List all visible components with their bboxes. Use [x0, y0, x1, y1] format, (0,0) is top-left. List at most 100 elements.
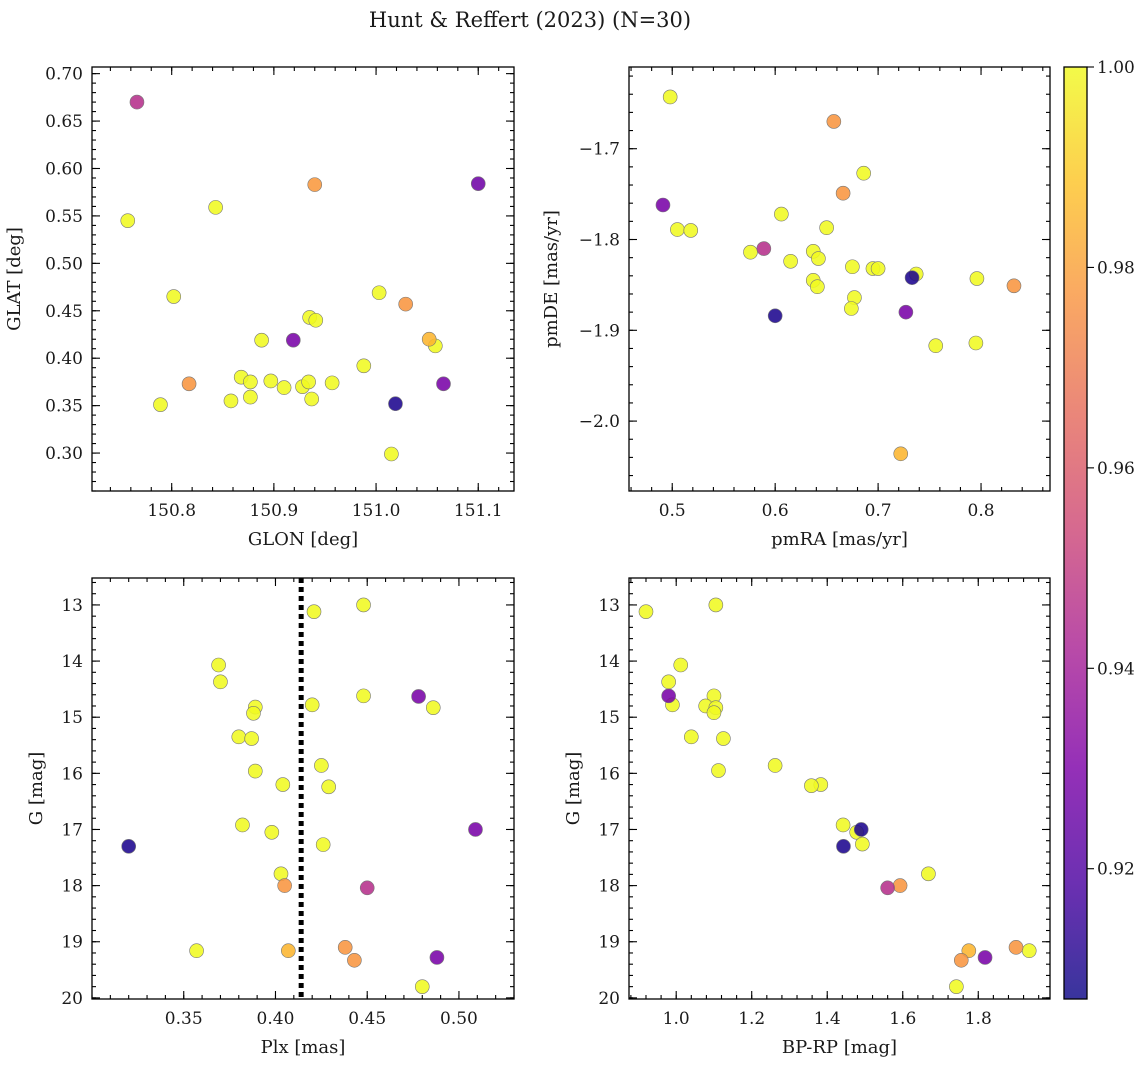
data-point [314, 758, 329, 773]
data-point [384, 446, 399, 462]
data-point [767, 308, 783, 324]
subplot-bprp-g: 1.0 1.2 1.4 1.6 1.8 13 14 15 16 17 18 19 20 BP-RP [ma… [563, 577, 1051, 1058]
data-point [324, 375, 340, 391]
data-point [247, 763, 263, 779]
y-tick-label: 14 [598, 652, 620, 672]
data-point [306, 604, 322, 619]
y-tick-label: 0.70 [45, 65, 83, 85]
y-tick-label: −2.0 [579, 412, 620, 432]
data-point [166, 289, 182, 304]
data-point [411, 689, 426, 704]
data-point [429, 950, 445, 965]
y-tick-label: 15 [598, 708, 620, 728]
data-point [276, 380, 292, 395]
data-point [246, 705, 261, 721]
data-point [208, 200, 223, 215]
colorbar-tick-label: 0.92 [1097, 860, 1135, 880]
data-point [655, 197, 671, 213]
data-point [277, 878, 292, 893]
data-point [716, 731, 731, 746]
subplot-glon-glat: 150.8 150.9 151.0 151.1 0.30 0.35 0.40 0.45 0.50… [4, 65, 515, 550]
x-tick-label: 150.8 [147, 501, 196, 521]
colorbar-frame [1063, 66, 1088, 1000]
figure-title: Hunt & Reffert (2023) (N=30) [369, 8, 691, 32]
data-point [661, 688, 676, 704]
y-tick-label: 0.60 [45, 159, 83, 179]
data-point [743, 244, 758, 260]
y-axis-label: G [mag] [26, 752, 47, 825]
y-tick-label: 16 [61, 764, 83, 784]
data-point [307, 177, 323, 192]
x-tick-label: 0.40 [257, 1009, 295, 1029]
x-axis-label: BP-RP [mag] [782, 1037, 897, 1058]
data-point [835, 817, 851, 833]
data-point [836, 839, 851, 854]
data-point [371, 285, 387, 301]
data-point [968, 335, 984, 351]
axes-frame [91, 577, 515, 1000]
data-point [181, 376, 197, 392]
data-point [436, 376, 451, 392]
data-point [129, 94, 145, 110]
y-tick-label: −1.9 [579, 321, 620, 341]
data-point [243, 374, 258, 390]
data-point [711, 763, 726, 778]
data-point [673, 657, 689, 673]
y-axis-label: GLAT [deg] [4, 227, 25, 331]
data-point [301, 374, 316, 390]
data-point [211, 657, 226, 673]
data-point [425, 700, 441, 715]
data-point [774, 206, 789, 222]
x-tick-label: 151.1 [454, 501, 503, 521]
data-point [811, 251, 826, 266]
data-point [826, 114, 842, 129]
data-point [893, 446, 909, 462]
y-tick-label: 0.45 [45, 302, 83, 322]
data-point [359, 880, 375, 896]
y-axis-label: pmDE [mas/yr] [541, 210, 562, 348]
data-point [855, 836, 870, 852]
x-tick-label: 1.4 [814, 1009, 841, 1029]
data-point [892, 878, 908, 893]
data-point [706, 705, 722, 721]
colorbar-tick-label: 0.94 [1097, 659, 1135, 679]
data-point [356, 358, 372, 374]
data-point [810, 279, 825, 295]
y-tick-label: 13 [598, 596, 620, 616]
data-point [977, 950, 993, 965]
y-tick-label: 14 [61, 652, 83, 672]
data-point [213, 674, 228, 690]
data-point [662, 89, 678, 105]
x-tick-label: 0.8 [968, 501, 995, 521]
y-tick-label: 17 [598, 820, 620, 840]
y-tick-label: 19 [598, 933, 620, 953]
x-tick-label: 0.5 [659, 501, 686, 521]
data-point [254, 332, 269, 348]
data-point [315, 837, 331, 852]
x-tick-label: 151.0 [352, 501, 401, 521]
data-point [223, 393, 239, 409]
data-point [969, 271, 985, 286]
y-tick-label: 0.35 [45, 397, 83, 417]
y-tick-label: 18 [61, 877, 83, 897]
data-point [670, 222, 685, 237]
data-point [904, 270, 920, 285]
data-point [1008, 940, 1024, 955]
data-point [356, 597, 371, 613]
axes-frame [628, 577, 1051, 1000]
data-point [468, 822, 483, 837]
data-point [189, 943, 204, 959]
data-point [153, 397, 168, 412]
colorbar-tick-label: 0.98 [1097, 258, 1135, 278]
data-point [231, 729, 247, 745]
x-axis-label: pmRA [mas/yr] [771, 529, 908, 550]
x-tick-label: 1.8 [965, 1009, 992, 1029]
y-tick-label: 0.30 [45, 444, 83, 464]
data-point [783, 253, 798, 269]
y-tick-label: 17 [61, 820, 83, 840]
y-tick-label: 0.40 [45, 349, 83, 369]
data-point [337, 940, 353, 955]
y-tick-label: 0.65 [45, 112, 83, 132]
y-tick-label: −1.7 [579, 140, 620, 160]
